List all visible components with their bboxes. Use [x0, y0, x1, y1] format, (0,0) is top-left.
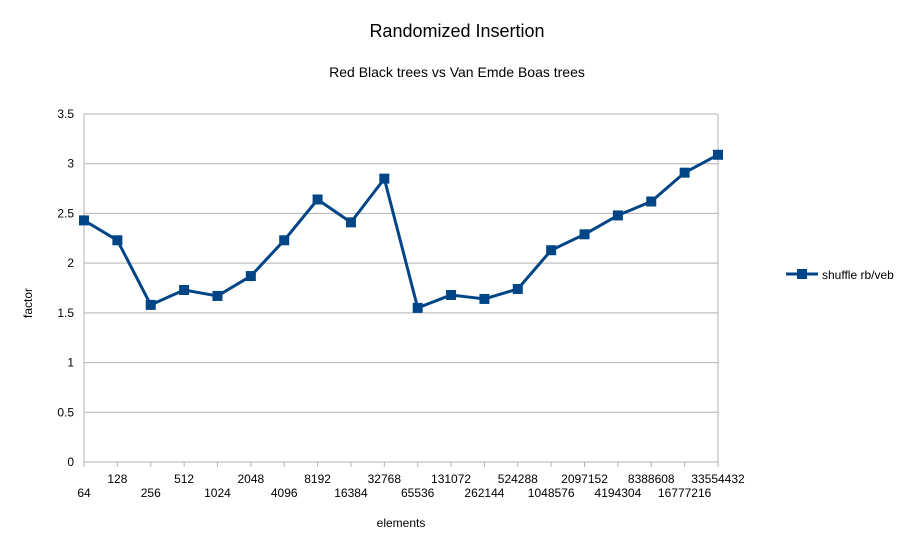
data-point-marker — [379, 173, 390, 184]
x-tick-label: 16384 — [334, 486, 368, 500]
x-tick-label: 262144 — [464, 486, 504, 500]
x-tick-label: 4194304 — [595, 486, 642, 500]
x-tick-label: 524288 — [498, 472, 538, 486]
data-point-marker — [145, 299, 156, 310]
x-tick-label: 2048 — [237, 472, 264, 486]
x-tick-label: 131072 — [431, 472, 471, 486]
y-tick-label: 2 — [67, 256, 74, 270]
y-tick-label: 2.5 — [57, 206, 74, 220]
chart-title: Randomized Insertion — [369, 21, 544, 41]
gridlines — [84, 113, 718, 463]
x-tick-label: 1024 — [204, 486, 231, 500]
x-tick-label: 512 — [174, 472, 194, 486]
data-point-marker — [713, 149, 723, 160]
x-tick-label: 16777216 — [658, 486, 712, 500]
data-point-marker — [112, 235, 123, 246]
y-axis-label: factor — [21, 288, 35, 318]
legend: shuffle rb/veb — [786, 268, 894, 282]
axes — [83, 114, 719, 467]
data-point-marker — [479, 293, 490, 304]
x-tick-labels: 64 128 256 512 1024 2048 4096 81921638432768655… — [77, 472, 745, 500]
x-tick-label: 64 — [77, 486, 91, 500]
legend-label: shuffle rb/veb — [822, 268, 894, 282]
x-tick-label: 65536 — [401, 486, 435, 500]
data-point-marker — [312, 194, 323, 205]
y-tick-label: 3 — [67, 157, 74, 171]
x-tick-label: 1048576 — [528, 486, 575, 500]
data-point-marker — [512, 283, 523, 294]
y-tick-label: 0 — [67, 455, 74, 469]
data-point-marker — [412, 302, 423, 313]
y-tick-label: 1.5 — [57, 306, 74, 320]
data-point-marker — [245, 271, 256, 282]
y-tick-label: 1 — [67, 356, 74, 370]
x-axis-label: elements — [377, 516, 426, 530]
x-tick-label: 2097152 — [561, 472, 608, 486]
data-point-marker — [546, 245, 557, 256]
y-tick-labels: 0 0.5 1 1.5 2 2.5 3 3.5 — [57, 107, 74, 469]
data-point-marker — [446, 289, 457, 300]
data-point-marker — [679, 167, 690, 178]
data-point-marker — [612, 210, 623, 221]
series-line — [83, 153, 719, 310]
data-point-marker — [179, 284, 190, 295]
data-point-marker — [345, 217, 356, 228]
y-tick-label: 0.5 — [57, 405, 74, 419]
data-point-marker — [212, 290, 223, 301]
chart-subtitle: Red Black trees vs Van Emde Boas trees — [329, 64, 585, 80]
x-tick-label: 33554432 — [691, 472, 745, 486]
data-point-marker — [646, 196, 657, 207]
x-tick-label: 8388608 — [628, 472, 675, 486]
y-tick-label: 3.5 — [57, 107, 74, 121]
x-tick-label: 128 — [107, 472, 127, 486]
x-tick-label: 4096 — [271, 486, 298, 500]
x-tick-label: 32768 — [368, 472, 402, 486]
x-tick-label: 8192 — [304, 472, 331, 486]
data-point-marker — [79, 215, 89, 226]
x-tick-label: 256 — [141, 486, 161, 500]
data-point-marker — [279, 235, 290, 246]
legend-marker-swatch — [797, 269, 807, 279]
data-point-marker — [579, 229, 590, 240]
series-shuffle-rb-veb — [79, 149, 723, 313]
